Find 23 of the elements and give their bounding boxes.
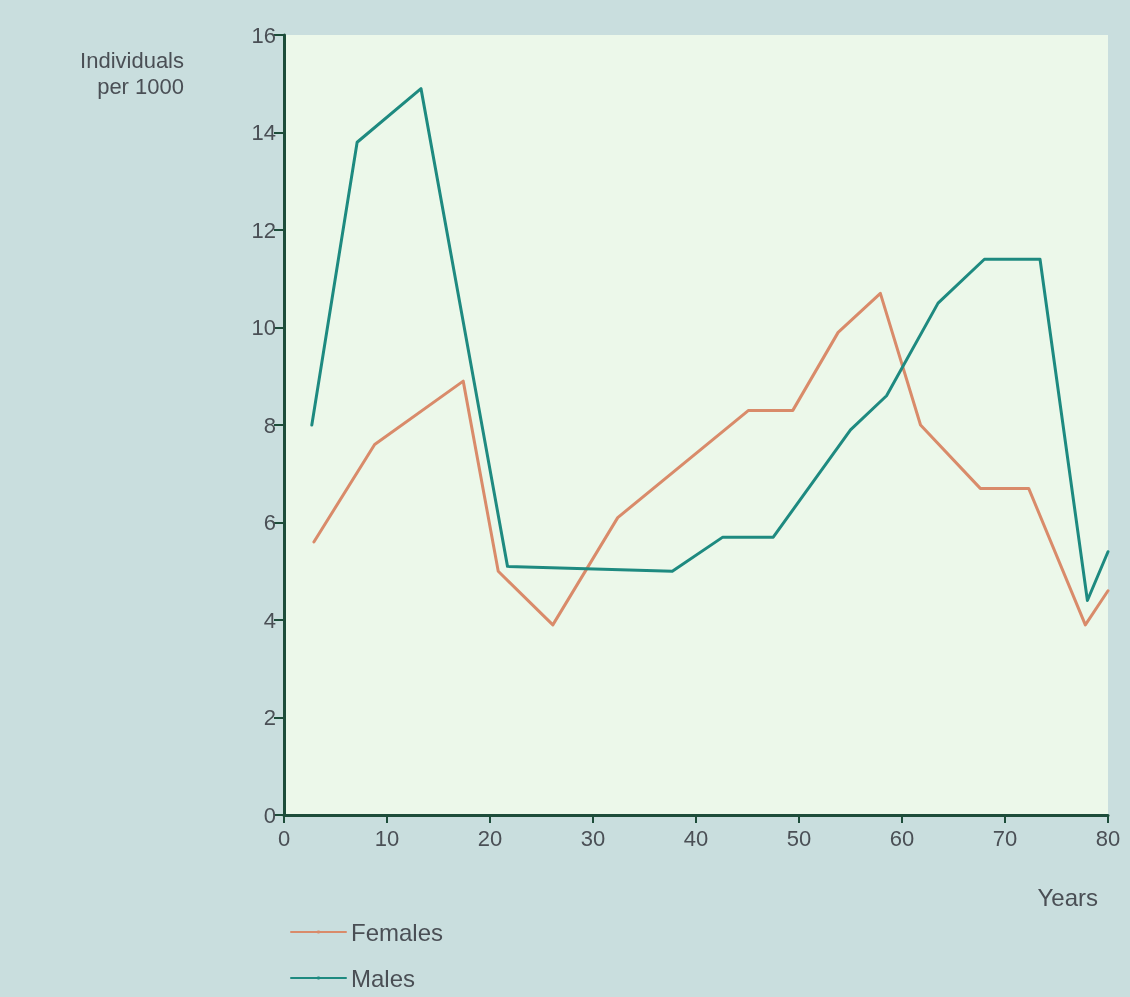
y-tick-label: 12 <box>251 217 276 243</box>
y-tick-label: 2 <box>263 705 276 730</box>
line-series <box>310 87 1110 602</box>
legend-label: Females <box>351 918 444 946</box>
y-tick-label: 10 <box>251 315 276 340</box>
y-tick-label: 0 <box>263 802 276 828</box>
x-tick-label: 40 <box>683 825 709 851</box>
x-tick-label: 60 <box>889 825 915 851</box>
x-tick-label: 50 <box>786 825 812 851</box>
y-tick-label: 14 <box>251 120 276 145</box>
x-tick-label: 20 <box>477 825 503 851</box>
y-tick-label: 16 <box>251 22 276 48</box>
x-tick-label: 80 <box>1095 825 1121 851</box>
y-axis-title: Individuals per 1000 <box>80 47 184 99</box>
legend-label: Males <box>351 964 416 992</box>
y-tick-label: 4 <box>263 607 276 633</box>
x-tick-label: 30 <box>580 825 606 851</box>
y-tick-label: 8 <box>263 412 276 438</box>
line-series <box>312 291 1110 627</box>
x-axis-title: Years <box>1037 883 1098 911</box>
x-tick-label: 10 <box>374 825 400 851</box>
x-tick-label: 70 <box>992 825 1018 851</box>
y-tick-label: 6 <box>263 510 276 535</box>
